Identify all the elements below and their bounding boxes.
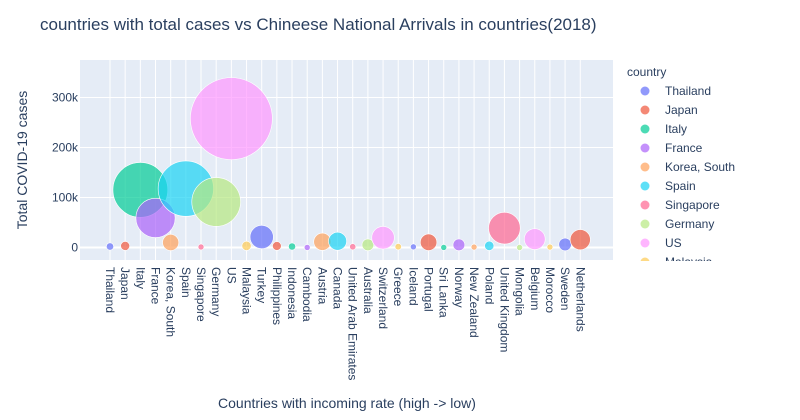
x-tick-singapore: Singapore — [194, 267, 208, 322]
x-tick-belgium: Belgium — [528, 267, 542, 310]
bubble-cambodia — [303, 244, 311, 251]
y-axis-title: Total COVID-19 cases — [14, 91, 30, 230]
legend-title: country — [627, 65, 666, 79]
bubble-switzerland — [371, 226, 395, 250]
bubble-sweden — [558, 237, 572, 252]
bubble-australia — [361, 238, 375, 252]
x-tick-united-arab-emirates: United Arab Emirates — [346, 267, 360, 380]
bubble-netherlands — [569, 229, 591, 251]
x-tick-sri-lanka: Sri Lanka — [437, 267, 451, 318]
x-tick-turkey: Turkey — [255, 267, 269, 303]
x-tick-austria: Austria — [315, 267, 329, 305]
legend-label-japan: Japan — [665, 103, 698, 117]
bubbles — [106, 77, 591, 252]
bubble-united-kingdom — [488, 211, 521, 245]
legend-label-spain: Spain — [665, 179, 696, 193]
legend-label-us: US — [665, 236, 682, 250]
bubble-japan — [120, 241, 130, 251]
legend-marker-spain — [640, 181, 650, 191]
bubble-turkey — [249, 225, 274, 250]
x-tick-us: US — [224, 267, 238, 284]
legend-label-italy: Italy — [665, 122, 687, 136]
bubble-new-zealand — [470, 243, 478, 251]
legend-marker-france — [640, 143, 650, 153]
legend-label-germany: Germany — [665, 217, 714, 231]
legend-label-malaysia: Malaysia — [665, 255, 713, 269]
legend-label-korea-south: Korea, South — [665, 160, 735, 174]
bubble-philippines — [272, 241, 282, 251]
x-tick-philippines: Philippines — [270, 267, 284, 325]
legend-marker-thailand — [640, 86, 650, 96]
bubble-us — [190, 77, 273, 160]
bubble-mongolia — [516, 244, 523, 251]
bubble-greece — [394, 243, 402, 251]
x-tick-united-kingdom: United Kingdom — [497, 267, 511, 352]
x-tick-germany: Germany — [209, 267, 223, 316]
legend-marker-us — [640, 238, 650, 248]
legend-label-singapore: Singapore — [665, 198, 720, 212]
chart-title: countries with total cases vs Chineese N… — [40, 15, 597, 34]
bubble-germany — [191, 177, 241, 227]
legend-marker-germany — [640, 219, 650, 229]
y-tick-300k: 300k — [52, 91, 79, 105]
x-tick-france: France — [149, 267, 163, 305]
bubble-france — [135, 198, 176, 238]
legend-marker-italy — [640, 124, 650, 134]
bubble-iceland — [410, 243, 417, 251]
y-tick-labels: 0 100k 200k 300k — [52, 91, 79, 255]
legend-marker-singapore — [640, 200, 650, 210]
legend-label-france: France — [665, 141, 703, 155]
x-tick-canada: Canada — [331, 267, 345, 309]
x-tick-mongolia: Mongolia — [513, 267, 527, 316]
x-tick-morocco: Morocco — [543, 267, 557, 313]
x-tick-poland: Poland — [482, 267, 496, 304]
bubble-indonesia — [288, 242, 296, 251]
bubble-thailand — [106, 242, 114, 251]
legend-label-thailand: Thailand — [665, 84, 711, 98]
legend-marker-japan — [640, 105, 650, 115]
x-tick-netherlands: Netherlands — [573, 267, 587, 332]
y-tick-100k: 100k — [52, 191, 79, 205]
bubble-poland — [484, 240, 495, 251]
bubble-morocco — [546, 243, 554, 251]
x-tick-thailand: Thailand — [103, 267, 117, 313]
y-tick-0: 0 — [71, 241, 78, 255]
x-tick-malaysia: Malaysia — [240, 267, 254, 315]
bubble-sri-lanka — [440, 244, 448, 251]
x-tick-greece: Greece — [391, 267, 405, 307]
bubble-belgium — [524, 228, 546, 250]
y-gridlines — [80, 97, 613, 249]
x-tick-indonesia: Indonesia — [285, 267, 299, 319]
bubble-norway — [452, 238, 466, 252]
x-tick-italy: Italy — [133, 267, 147, 289]
x-axis-title: Countries with incoming rate (high -> lo… — [218, 395, 476, 411]
x-tick-spain: Spain — [179, 267, 193, 298]
bubble-singapore — [197, 243, 205, 251]
x-tick-norway: Norway — [452, 267, 466, 308]
legend: country Thailand Japan Italy France Korea, S… — [627, 65, 735, 269]
y-tick-200k: 200k — [52, 141, 79, 155]
x-tick-portugal: Portugal — [422, 267, 436, 312]
x-tick-australia: Australia — [361, 267, 375, 314]
legend-marker-malaysia — [640, 257, 650, 261]
x-tick-korea-south: Korea, South — [164, 267, 178, 337]
bubble-korea-south — [162, 234, 180, 251]
x-tick-cambodia: Cambodia — [300, 267, 314, 322]
bubble-malaysia — [241, 240, 252, 251]
bubble-portugal — [419, 233, 438, 251]
x-tick-sweden: Sweden — [558, 267, 572, 310]
bubble-canada — [328, 231, 347, 251]
x-tick-iceland: Iceland — [406, 267, 420, 306]
x-tick-japan: Japan — [118, 267, 132, 300]
x-tick-switzerland: Switzerland — [376, 267, 390, 329]
x-tick-new-zealand: New Zealand — [467, 267, 481, 338]
legend-marker-korea-south — [640, 162, 650, 172]
bubble-united-arab-emirates — [349, 243, 357, 251]
x-tick-labels: Thailand Japan Italy France Korea, South Spai… — [103, 267, 587, 380]
